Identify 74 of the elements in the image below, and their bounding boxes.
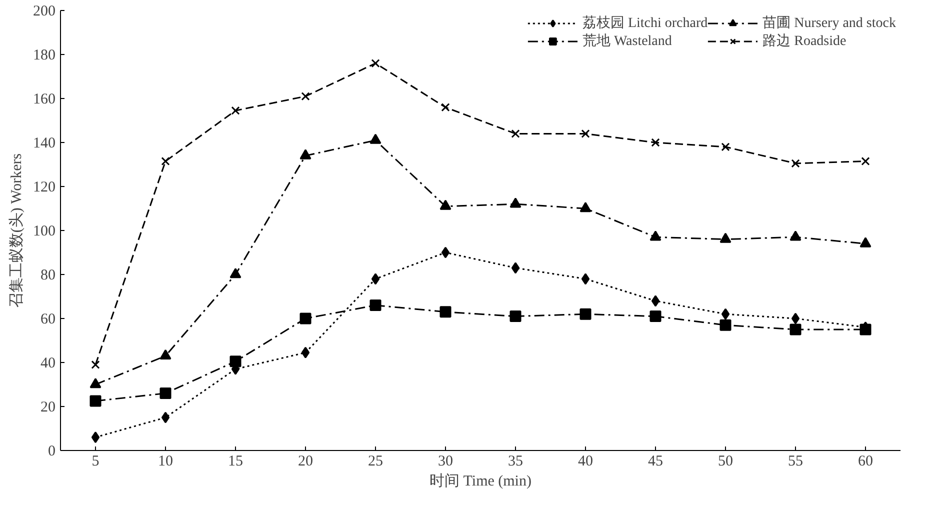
point bbox=[371, 273, 380, 285]
legend-label: 路边 Roadside bbox=[762, 32, 846, 50]
point bbox=[791, 312, 800, 324]
point bbox=[370, 300, 382, 312]
point bbox=[230, 268, 242, 278]
y-tick-label: 120 bbox=[33, 180, 56, 196]
x-tick-label: 15 bbox=[228, 454, 243, 470]
x-tick-label: 40 bbox=[578, 454, 593, 470]
point bbox=[720, 232, 732, 243]
point bbox=[650, 310, 662, 322]
x-tick-label: 55 bbox=[788, 454, 803, 470]
point bbox=[721, 142, 730, 152]
point bbox=[441, 246, 450, 258]
point bbox=[651, 138, 660, 147]
point bbox=[230, 356, 242, 368]
point bbox=[90, 395, 102, 407]
point bbox=[440, 200, 452, 210]
point bbox=[300, 149, 312, 160]
point bbox=[440, 306, 452, 318]
x-tick-label: 25 bbox=[368, 454, 383, 470]
point bbox=[790, 324, 802, 336]
point bbox=[91, 360, 100, 369]
y-tick-label: 60 bbox=[40, 312, 56, 328]
point bbox=[721, 308, 730, 320]
point bbox=[161, 412, 170, 424]
x-tick-label: 45 bbox=[648, 454, 663, 470]
point bbox=[580, 308, 592, 320]
point bbox=[651, 295, 660, 307]
point bbox=[90, 378, 102, 388]
point bbox=[370, 134, 382, 144]
legend-label: 荒地 Wasteland bbox=[582, 32, 672, 50]
point bbox=[511, 262, 520, 274]
point bbox=[301, 92, 310, 101]
y-tick-label: 100 bbox=[33, 224, 56, 240]
point bbox=[231, 106, 240, 115]
x-tick-label: 20 bbox=[298, 454, 313, 470]
x-tick-label: 5 bbox=[92, 454, 100, 470]
x-tick-label: 60 bbox=[858, 454, 873, 470]
point bbox=[161, 156, 170, 166]
legend-label: 荔枝园 Litchi orchard bbox=[582, 14, 708, 32]
point bbox=[160, 388, 172, 400]
point bbox=[581, 273, 590, 285]
point bbox=[300, 312, 312, 324]
point bbox=[791, 159, 800, 168]
point bbox=[371, 59, 380, 68]
point bbox=[861, 156, 870, 166]
x-tick-label: 30 bbox=[438, 454, 453, 470]
point bbox=[511, 129, 520, 138]
point bbox=[91, 432, 100, 444]
y-tick-label: 0 bbox=[48, 444, 56, 460]
point bbox=[510, 198, 522, 208]
point bbox=[441, 103, 450, 112]
point bbox=[580, 202, 592, 212]
point bbox=[160, 349, 172, 360]
y-tick-label: 80 bbox=[40, 268, 56, 284]
legend-label: 苗圃 Nursery and stock bbox=[762, 14, 896, 32]
y-tick-label: 40 bbox=[40, 356, 56, 372]
point bbox=[790, 230, 802, 241]
y-tick-label: 200 bbox=[33, 4, 56, 20]
y-tick-label: 160 bbox=[33, 92, 56, 108]
point bbox=[301, 346, 310, 358]
y-tick-label: 180 bbox=[33, 48, 56, 64]
x-axis-title: 时间 Time (min) bbox=[430, 472, 532, 490]
x-tick-label: 10 bbox=[158, 454, 173, 470]
point bbox=[581, 129, 590, 138]
point bbox=[720, 319, 732, 331]
y-tick-label: 20 bbox=[40, 400, 56, 416]
point bbox=[510, 310, 522, 322]
y-axis-title: 召集工蚁数(头) Workers bbox=[8, 153, 25, 308]
point bbox=[860, 237, 872, 248]
x-tick-label: 35 bbox=[508, 454, 523, 470]
x-tick-label: 50 bbox=[718, 454, 733, 470]
y-tick-label: 140 bbox=[33, 136, 56, 152]
point bbox=[650, 230, 662, 241]
